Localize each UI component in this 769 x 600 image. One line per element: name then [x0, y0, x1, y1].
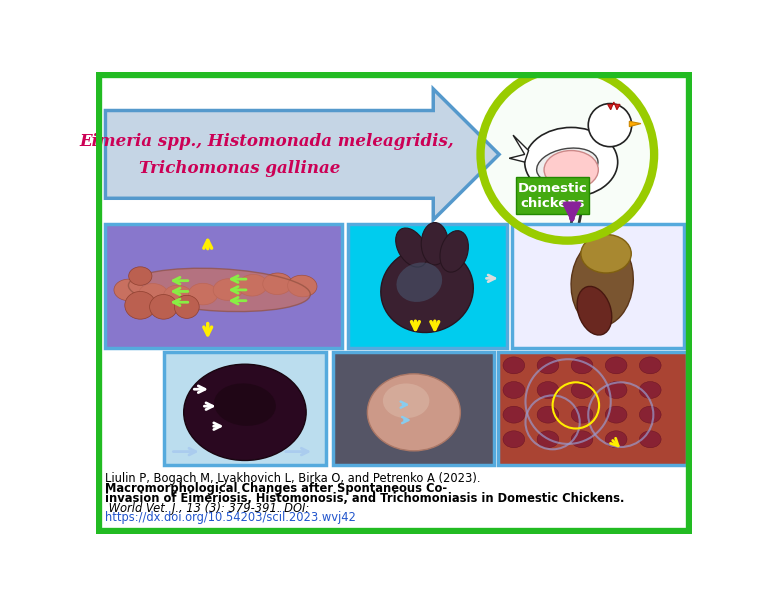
Ellipse shape — [188, 283, 218, 305]
Ellipse shape — [150, 295, 178, 319]
Text: Liulin P, Bogach M, Lyakhovich L, Birka O, and Petrenko A (2023).: Liulin P, Bogach M, Lyakhovich L, Birka … — [105, 472, 484, 485]
Ellipse shape — [114, 279, 143, 301]
Ellipse shape — [639, 382, 661, 398]
FancyBboxPatch shape — [348, 224, 507, 347]
Text: World Vet. J., 13 (3): 379-391. DOI:: World Vet. J., 13 (3): 379-391. DOI: — [105, 502, 310, 515]
Ellipse shape — [184, 364, 306, 460]
Ellipse shape — [537, 406, 559, 423]
Ellipse shape — [577, 286, 612, 335]
Ellipse shape — [537, 357, 559, 374]
Ellipse shape — [381, 247, 473, 332]
Ellipse shape — [175, 295, 199, 319]
Ellipse shape — [605, 406, 627, 423]
Ellipse shape — [368, 374, 461, 451]
Ellipse shape — [571, 406, 593, 423]
Ellipse shape — [128, 267, 152, 285]
Ellipse shape — [537, 431, 559, 448]
Ellipse shape — [138, 284, 168, 305]
Text: invasion of Eimeriosis, Histomonosis, and Trichomoniasis in Domestic Chickens.: invasion of Eimeriosis, Histomonosis, an… — [105, 491, 624, 505]
FancyBboxPatch shape — [516, 178, 589, 214]
Ellipse shape — [397, 262, 442, 302]
Ellipse shape — [164, 285, 193, 307]
FancyBboxPatch shape — [105, 224, 341, 347]
Ellipse shape — [581, 235, 631, 273]
Ellipse shape — [503, 431, 524, 448]
Ellipse shape — [639, 406, 661, 423]
Ellipse shape — [605, 382, 627, 398]
FancyBboxPatch shape — [165, 352, 325, 466]
FancyBboxPatch shape — [498, 352, 687, 466]
Ellipse shape — [440, 230, 468, 272]
Ellipse shape — [544, 151, 598, 189]
Ellipse shape — [238, 274, 268, 296]
Ellipse shape — [639, 431, 661, 448]
Circle shape — [481, 68, 654, 241]
Ellipse shape — [421, 223, 448, 265]
Text: Macromorphological Changes after Spontaneous Co-: Macromorphological Changes after Spontan… — [105, 482, 448, 494]
Text: Trichomonas gallinae: Trichomonas gallinae — [139, 160, 340, 177]
Polygon shape — [105, 89, 499, 220]
Ellipse shape — [263, 273, 292, 295]
Ellipse shape — [537, 382, 559, 398]
Ellipse shape — [605, 357, 627, 374]
Circle shape — [588, 104, 631, 146]
Ellipse shape — [125, 292, 156, 319]
Ellipse shape — [571, 238, 634, 326]
Polygon shape — [629, 121, 641, 127]
Ellipse shape — [383, 383, 429, 418]
Ellipse shape — [503, 406, 524, 423]
FancyBboxPatch shape — [512, 224, 684, 347]
Ellipse shape — [571, 357, 593, 374]
Ellipse shape — [571, 382, 593, 398]
Text: Domestic
chickens: Domestic chickens — [518, 182, 588, 210]
Ellipse shape — [128, 268, 311, 311]
Ellipse shape — [288, 275, 317, 297]
Ellipse shape — [524, 127, 618, 197]
Polygon shape — [591, 139, 606, 146]
Ellipse shape — [503, 357, 524, 374]
Ellipse shape — [213, 279, 242, 301]
FancyBboxPatch shape — [333, 352, 494, 466]
Ellipse shape — [396, 228, 428, 267]
Ellipse shape — [571, 431, 593, 448]
Polygon shape — [509, 135, 528, 162]
Text: Eimeria spp., Histomonada meleagridis,: Eimeria spp., Histomonada meleagridis, — [79, 133, 454, 150]
Ellipse shape — [214, 383, 276, 426]
Ellipse shape — [639, 357, 661, 374]
Ellipse shape — [605, 431, 627, 448]
Polygon shape — [608, 102, 620, 110]
Ellipse shape — [537, 148, 598, 184]
Text: https://dx.doi.org/10.54203/scil.2023.wvj42: https://dx.doi.org/10.54203/scil.2023.wv… — [105, 511, 356, 524]
Ellipse shape — [503, 382, 524, 398]
